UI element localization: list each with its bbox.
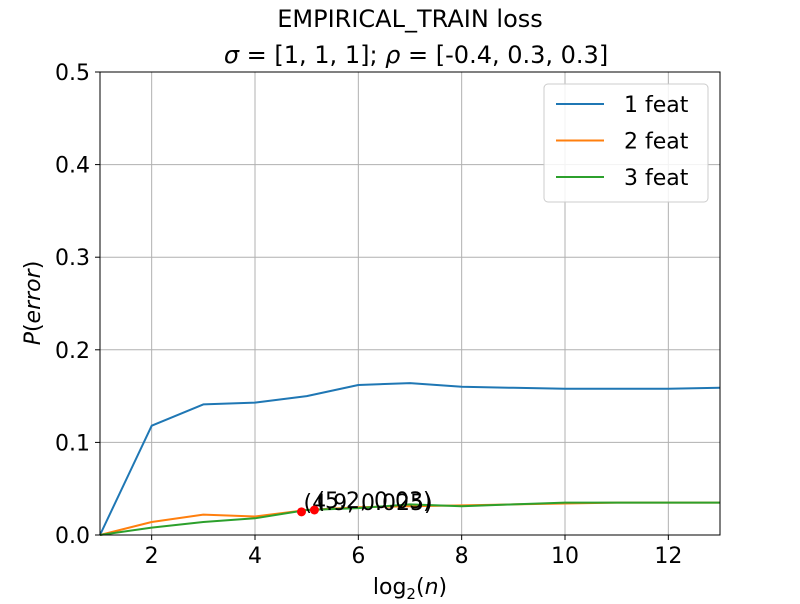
x-tick-label: 2: [145, 544, 159, 569]
annotations: (4.9, 0.025)(5.2, 0.03): [297, 489, 433, 516]
y-tick-label: 0.2: [55, 339, 90, 364]
legend-label: 2 feat: [624, 130, 689, 155]
x-tick-label: 6: [351, 544, 365, 569]
y-tick-label: 0.5: [55, 61, 90, 86]
x-tick-label: 12: [654, 544, 682, 569]
y-tick-label: 0.4: [55, 154, 90, 179]
y-tick-label: 0.3: [55, 246, 90, 271]
annotation-label: (5.2, 0.03): [316, 489, 431, 514]
chart-title-line1: EMPIRICAL_TRAIN loss: [277, 5, 543, 33]
legend-label: 3 feat: [624, 166, 689, 191]
legend-label: 1 feat: [624, 93, 689, 118]
legend: 1 feat 2 feat 3 feat: [544, 84, 708, 202]
x-tick-label: 4: [248, 544, 262, 569]
chart-title-line2: σ = [1, 1, 1]; ρ = [-0.4, 0.3, 0.3]: [224, 41, 608, 69]
x-tick-label: 10: [551, 544, 579, 569]
y-axis-label: P(error): [21, 261, 46, 346]
x-tick-label: 8: [455, 544, 469, 569]
y-tick-label: 0.0: [55, 524, 90, 549]
y-tick-label: 0.1: [55, 431, 90, 456]
